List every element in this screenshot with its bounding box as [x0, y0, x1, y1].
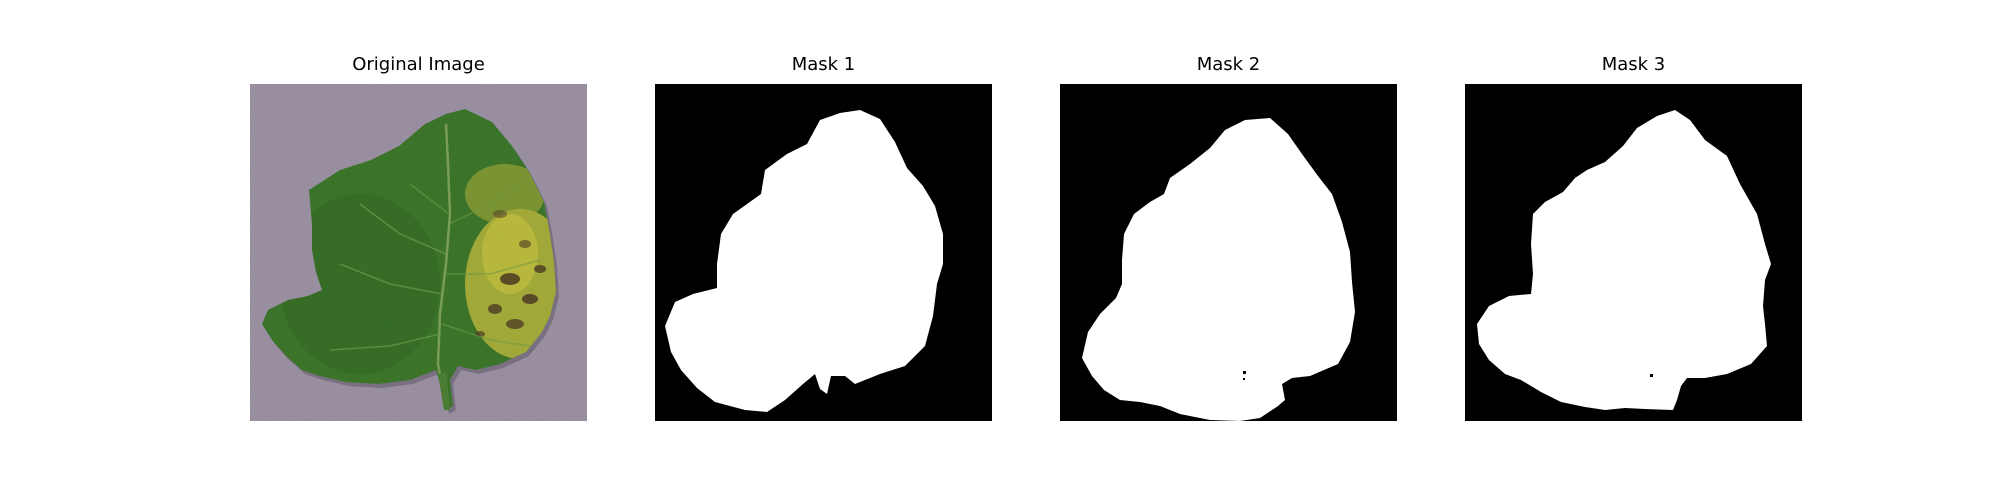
original-image-title: Original Image [352, 54, 485, 75]
mask-3-image [1465, 84, 1802, 421]
mask-2-title: Mask 2 [1196, 54, 1261, 75]
mask-1-panel: Mask 1 [655, 54, 992, 421]
mask-3-title: Mask 3 [1601, 54, 1666, 75]
mask-1-image [655, 84, 992, 421]
mask-2-foreground [1082, 118, 1355, 421]
mask-3-foreground [1477, 110, 1771, 410]
original-image-panel: Original Image [250, 54, 587, 421]
mask-1-foreground [665, 110, 943, 412]
mask-3-panel: Mask 3 [1465, 54, 1802, 421]
mask-2-image [1060, 84, 1397, 421]
leaf-photo [250, 84, 587, 421]
mask-1-title: Mask 1 [791, 54, 856, 75]
mask-2-panel: Mask 2 [1060, 54, 1397, 421]
